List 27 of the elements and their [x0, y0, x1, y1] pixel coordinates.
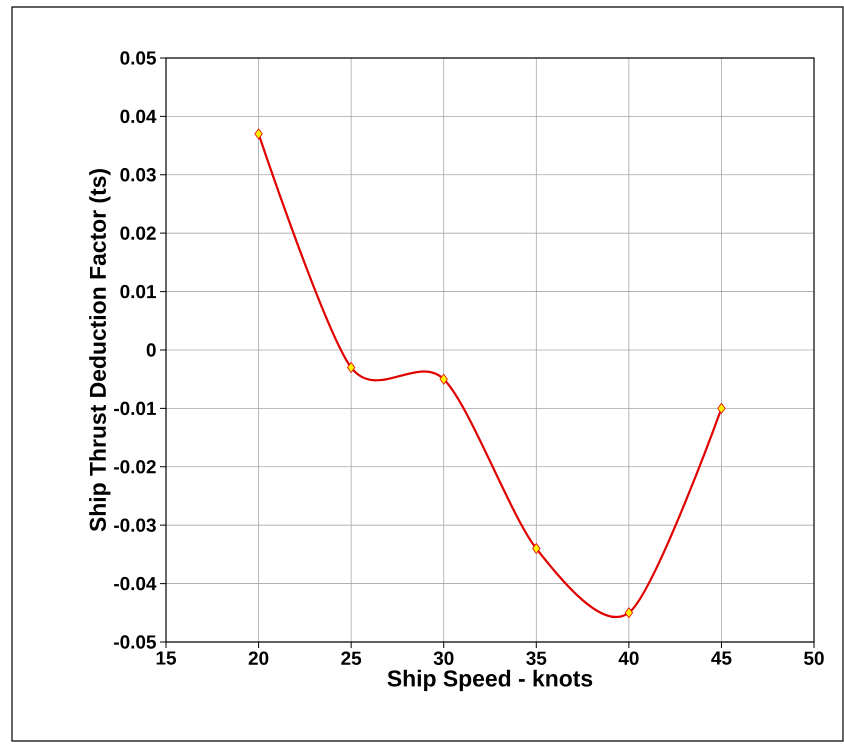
y-tick-label: -0.04: [114, 576, 156, 590]
point: [254, 128, 263, 140]
y-tick-label: -0.02: [114, 460, 156, 474]
y-tick-label: 0.05: [120, 51, 156, 65]
x-tick-label: 35: [526, 652, 546, 665]
point: [532, 543, 540, 554]
y-tick-label: 0.03: [120, 168, 156, 182]
point: [717, 402, 726, 414]
y-tick-label: 0: [146, 343, 156, 357]
x-tick-label: 50: [804, 652, 824, 665]
x-axis-title: Ship Speed - knots: [388, 670, 592, 692]
x-tick-label: 40: [618, 652, 639, 665]
x-tick-label: 45: [711, 652, 732, 665]
y-tick-label: -0.03: [114, 518, 156, 532]
y-tick-label: 0.04: [120, 110, 156, 124]
y-tick-label: -0.05: [114, 635, 156, 649]
y-tick-label: 0.01: [120, 284, 156, 298]
x-tick-label: 15: [156, 652, 176, 665]
x-tick-label: 30: [434, 652, 454, 665]
point: [347, 362, 356, 373]
x-tick-label: 25: [341, 652, 362, 665]
point: [624, 607, 634, 618]
y-tick-label: -0.01: [114, 402, 156, 416]
x-tick-label: 20: [248, 652, 268, 665]
y-tick-label: 0.02: [120, 226, 156, 240]
y-axis-title: Ship Thrust Deduction Factor (ts): [89, 169, 110, 532]
point: [440, 374, 448, 385]
